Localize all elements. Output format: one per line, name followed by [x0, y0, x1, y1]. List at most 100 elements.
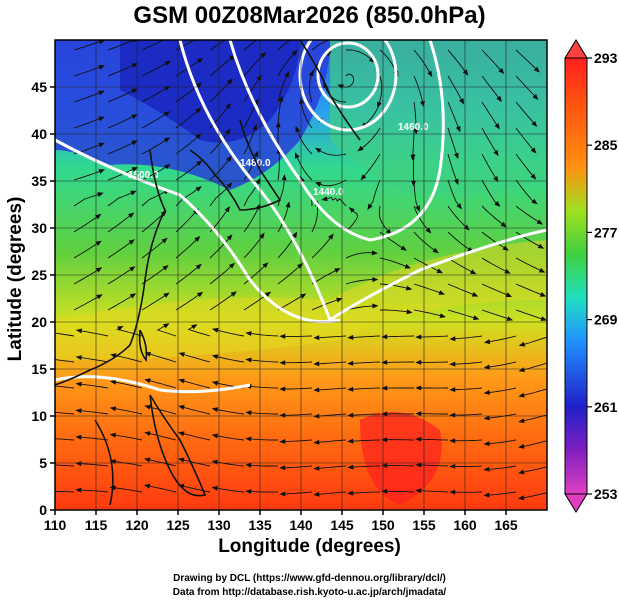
streamline-arrow [425, 227, 432, 234]
streamline-arrow [231, 32, 237, 37]
streamline-arrow [109, 379, 117, 385]
streamline-arrow [98, 169, 105, 174]
streamline-arrow [299, 293, 307, 299]
streamline [487, 413, 517, 419]
streamline [147, 432, 177, 441]
streamline-arrow [211, 354, 219, 360]
streamline [487, 387, 517, 394]
streamline [447, 127, 458, 156]
streamline [107, 214, 132, 233]
streamline-arrow [532, 93, 539, 100]
streamline-arrow [129, 293, 137, 299]
streamline [277, 295, 304, 311]
streamline [309, 73, 313, 103]
streamline [141, 165, 168, 181]
streamline-arrow [144, 483, 151, 489]
streamline [175, 162, 200, 181]
streamline-arrow [129, 266, 136, 272]
streamline-arrow [415, 205, 420, 212]
streamline [447, 75, 463, 102]
streamline [345, 252, 375, 259]
streamline-arrow [245, 436, 252, 442]
streamline-arrow [406, 309, 413, 315]
streamline-arrow [211, 380, 219, 386]
streamline-arrow [198, 34, 204, 39]
streamline [453, 361, 483, 365]
streamline-arrow [494, 200, 501, 207]
streamline-arrow [453, 152, 459, 160]
y-tick-label: 40 [31, 126, 47, 142]
streamline [515, 231, 541, 248]
streamline [175, 238, 198, 259]
low-center-contour [316, 41, 380, 109]
streamline-arrow [164, 60, 171, 66]
streamline-arrow [144, 457, 151, 463]
streamline-arrow [75, 434, 82, 440]
streamline [55, 464, 75, 467]
streamline [73, 193, 101, 207]
streamline [453, 387, 483, 391]
streamline-arrow [178, 352, 185, 357]
streamline-arrow [449, 489, 456, 495]
streamline [311, 236, 332, 259]
streamline-arrow [225, 128, 231, 135]
streamline [277, 151, 280, 181]
streamline-arrow [439, 313, 446, 318]
streamline-arrow [413, 128, 419, 135]
streamline [345, 279, 375, 285]
x-tick-label: 150 [371, 517, 395, 530]
streamline-arrow [368, 57, 375, 63]
streamline [345, 49, 373, 61]
streamline-arrow [530, 173, 537, 180]
streamline [345, 305, 375, 311]
streamline-arrow [226, 78, 233, 85]
streamline-arrow [163, 323, 170, 329]
streamline [522, 414, 547, 422]
streamline-arrow [131, 88, 138, 94]
x-tick-label: 115 [85, 517, 108, 530]
streamline [209, 57, 233, 77]
streamline-arrow [530, 147, 537, 154]
contour-label-group: 1500.0 1480.0 1440.0 1460.0 [128, 122, 429, 198]
streamline [379, 231, 404, 249]
streamline [249, 464, 278, 467]
streamline [147, 485, 177, 493]
streamline [283, 491, 313, 495]
streamline-arrow [194, 236, 201, 242]
streamline [79, 356, 109, 363]
streamline-arrow [462, 69, 469, 76]
streamline-arrow [144, 404, 151, 410]
streamline-arrow [483, 415, 490, 421]
streamline [55, 385, 75, 389]
streamline [325, 196, 347, 207]
x-tick-label: 155 [412, 517, 436, 530]
streamline-arrow [259, 232, 265, 239]
streamline [181, 432, 211, 441]
streamline-arrow [245, 462, 252, 468]
streamline [283, 387, 313, 390]
streamline [311, 40, 331, 51]
streamline [378, 75, 383, 105]
streamline [380, 309, 409, 313]
streamline-arrow [279, 465, 286, 471]
colorbar-tick-label: 269 [594, 312, 618, 328]
streamline-arrow [347, 412, 354, 418]
x-tick-label: 145 [330, 517, 354, 530]
streamline-arrow [415, 359, 422, 365]
y-tick-label: 10 [31, 408, 47, 424]
streamline-arrow [371, 250, 378, 256]
streamline [481, 231, 506, 249]
streamline [360, 127, 381, 150]
streamline-arrow [196, 82, 203, 88]
streamline-arrow [97, 192, 104, 197]
streamline [215, 487, 245, 493]
streamline-arrow [41, 436, 47, 441]
streamline-arrow [95, 267, 103, 273]
streamline [362, 153, 381, 178]
contour-1460 [178, 40, 547, 323]
streamline-arrow [539, 292, 547, 297]
x-tick-label: 140 [289, 517, 313, 530]
streamline [447, 153, 458, 182]
streamline [277, 178, 285, 207]
streamline-arrow [500, 221, 507, 228]
